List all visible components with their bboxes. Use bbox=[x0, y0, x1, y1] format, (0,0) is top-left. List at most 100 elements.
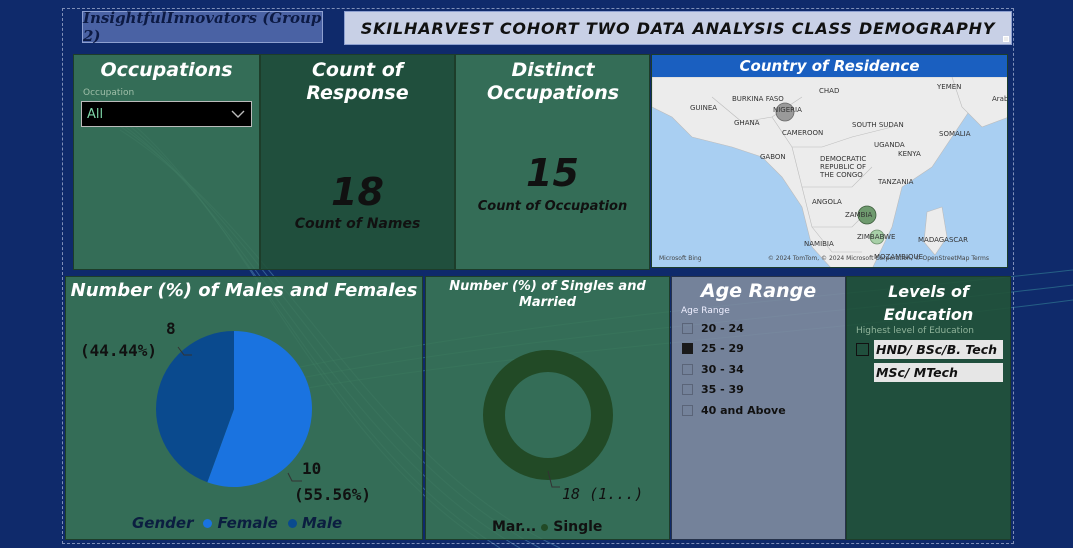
map-label: YEMEN bbox=[937, 83, 962, 91]
map-label: ANGOLA bbox=[812, 198, 842, 206]
map-label: GABON bbox=[760, 153, 786, 161]
marital-title: Number (%) of Singles and Married bbox=[449, 279, 646, 310]
map-label: GUINEA bbox=[690, 104, 718, 112]
female-dot-icon bbox=[203, 518, 213, 528]
map-label: CHAD bbox=[819, 87, 840, 95]
male-count-label: 8 bbox=[166, 319, 176, 338]
age-option[interactable]: 30 - 34 bbox=[682, 359, 845, 380]
map-label: BURKINA FASO bbox=[732, 95, 784, 103]
checkbox-icon[interactable] bbox=[682, 322, 693, 334]
occupation-label: Occupation bbox=[83, 88, 135, 98]
map-label: TANZANIA bbox=[878, 178, 914, 186]
distinct-occupations-title: Distinct Occupations bbox=[486, 59, 620, 104]
education-option[interactable]: MSc/ MTech bbox=[856, 363, 1010, 382]
male-dot-icon bbox=[287, 518, 297, 528]
map-label: MADAGASCAR bbox=[918, 236, 968, 244]
age-option[interactable]: 20 - 24 bbox=[682, 318, 845, 339]
occupations-slicer: Occupations Occupation All bbox=[73, 54, 260, 270]
age-options: 20 - 24 25 - 29 30 - 34 35 - 39 40 and A… bbox=[682, 318, 845, 421]
leader-line bbox=[287, 472, 302, 482]
gender-legend: Gender Female Male bbox=[132, 514, 342, 532]
age-option[interactable]: 35 - 39 bbox=[682, 380, 845, 401]
education-slicer: Levels of Education Highest level of Edu… bbox=[846, 276, 1011, 540]
checkbox-icon[interactable] bbox=[682, 404, 693, 416]
education-option-label: MSc/ MTech bbox=[874, 363, 1003, 382]
map-label: CAMEROON bbox=[782, 129, 824, 137]
checkbox-icon[interactable] bbox=[856, 366, 869, 379]
report-banner: SKILHARVEST COHORT TWO DATA ANALYSIS CLA… bbox=[344, 11, 1012, 45]
education-label: Highest level of Education bbox=[856, 326, 974, 336]
map-label: GHANA bbox=[734, 119, 760, 127]
education-option-label: HND/ BSc/B. Tech bbox=[874, 340, 1003, 359]
country-map[interactable]: Country of Residence BURKINA FASO CHAD Y… bbox=[651, 54, 1008, 268]
education-title: Levels of Education bbox=[883, 282, 974, 324]
male-pct-label: (44.44%) bbox=[80, 341, 158, 360]
map-label: Arabi bbox=[992, 95, 1008, 103]
map-label: KENYA bbox=[898, 150, 921, 158]
leader-line bbox=[547, 470, 560, 488]
female-count-label: 10 bbox=[302, 459, 322, 478]
map-label: NIGERIA bbox=[773, 106, 802, 114]
single-dot-icon bbox=[541, 523, 549, 531]
count-response-caption: Count of Names bbox=[294, 216, 421, 232]
distinct-occupations-card: Distinct Occupations 15 Count of Occupat… bbox=[455, 54, 650, 270]
distinct-occupations-caption: Count of Occupation bbox=[477, 199, 628, 214]
age-option-label: 35 - 39 bbox=[701, 383, 744, 397]
brand-title: InsightfulInnovators (Group 2) bbox=[82, 9, 323, 45]
checkbox-icon[interactable] bbox=[682, 384, 693, 396]
map-label: NAMIBIA bbox=[804, 240, 834, 248]
legend-title: Gender bbox=[132, 514, 194, 532]
pie-slice-male[interactable] bbox=[156, 331, 234, 483]
resize-icon[interactable] bbox=[1003, 36, 1009, 42]
marital-chart-card: Number (%) of Singles and Married 18 (1.… bbox=[425, 276, 670, 540]
map-attribution-right[interactable]: © 2024 TomTom, © 2024 Microsoft Corporat… bbox=[767, 255, 989, 262]
legend-married[interactable]: Mar... bbox=[492, 519, 537, 535]
female-pct-label: (55.56%) bbox=[294, 485, 372, 504]
country-map-title: Country of Residence bbox=[652, 55, 1007, 77]
age-option-label: 30 - 34 bbox=[701, 362, 744, 376]
gender-chart-card: Number (%) of Males and Females 8 (44.44… bbox=[65, 276, 423, 540]
age-option[interactable]: 40 and Above bbox=[682, 400, 845, 421]
map-label: DEMOCRATIC REPUBLIC OF THE CONGO bbox=[820, 155, 867, 179]
occupations-title: Occupations bbox=[100, 59, 233, 81]
map-label: ZIMBABWE bbox=[857, 233, 896, 241]
marital-donut[interactable] bbox=[426, 277, 670, 540]
occupation-selected: All bbox=[87, 106, 104, 122]
pie-slice-female[interactable] bbox=[207, 331, 313, 487]
age-option[interactable]: 25 - 29 bbox=[682, 339, 845, 360]
count-response-value: 18 bbox=[331, 170, 384, 214]
age-option-label: 20 - 24 bbox=[701, 321, 744, 335]
age-title: Age Range bbox=[700, 280, 817, 302]
age-label: Age Range bbox=[681, 306, 730, 316]
map-label: UGANDA bbox=[874, 141, 905, 149]
map-label: SOMALIA bbox=[939, 130, 971, 138]
map-label: MOZAMBIQUE bbox=[874, 253, 924, 261]
marital-value-label: 18 (1...) bbox=[562, 485, 644, 503]
map-attribution-left[interactable]: Microsoft Bing bbox=[659, 255, 702, 262]
legend-male[interactable]: Male bbox=[301, 514, 343, 532]
map-canvas bbox=[652, 77, 1007, 267]
leader-line bbox=[177, 346, 192, 356]
checkbox-icon[interactable] bbox=[682, 363, 693, 375]
marital-legend: Mar... Single bbox=[492, 519, 602, 535]
occupation-dropdown[interactable]: All bbox=[81, 101, 252, 127]
count-response-title: Count of Response bbox=[306, 59, 409, 104]
education-option[interactable]: HND/ BSc/B. Tech bbox=[856, 340, 1010, 359]
gender-pie[interactable] bbox=[66, 277, 423, 540]
distinct-occupations-value: 15 bbox=[526, 151, 579, 195]
age-option-label: 40 and Above bbox=[701, 403, 786, 417]
donut-slice-single[interactable] bbox=[483, 350, 613, 480]
legend-single[interactable]: Single bbox=[553, 519, 603, 535]
gender-title: Number (%) of Males and Females bbox=[70, 280, 418, 301]
count-response-card: Count of Response 18 Count of Names bbox=[260, 54, 455, 270]
map-label: SOUTH SUDAN bbox=[852, 121, 904, 129]
checkbox-icon[interactable] bbox=[856, 343, 869, 356]
checkbox-checked-icon[interactable] bbox=[682, 343, 693, 355]
map-label: ZAMBIA bbox=[845, 211, 873, 219]
report-frame bbox=[62, 8, 1014, 544]
age-slicer: Age Range Age Range 20 - 24 25 - 29 30 -… bbox=[671, 276, 846, 540]
legend-female[interactable]: Female bbox=[217, 514, 278, 532]
banner-title: SKILHARVEST COHORT TWO DATA ANALYSIS CLA… bbox=[360, 18, 996, 38]
age-option-label: 25 - 29 bbox=[701, 342, 744, 356]
chevron-down-icon bbox=[231, 110, 245, 118]
